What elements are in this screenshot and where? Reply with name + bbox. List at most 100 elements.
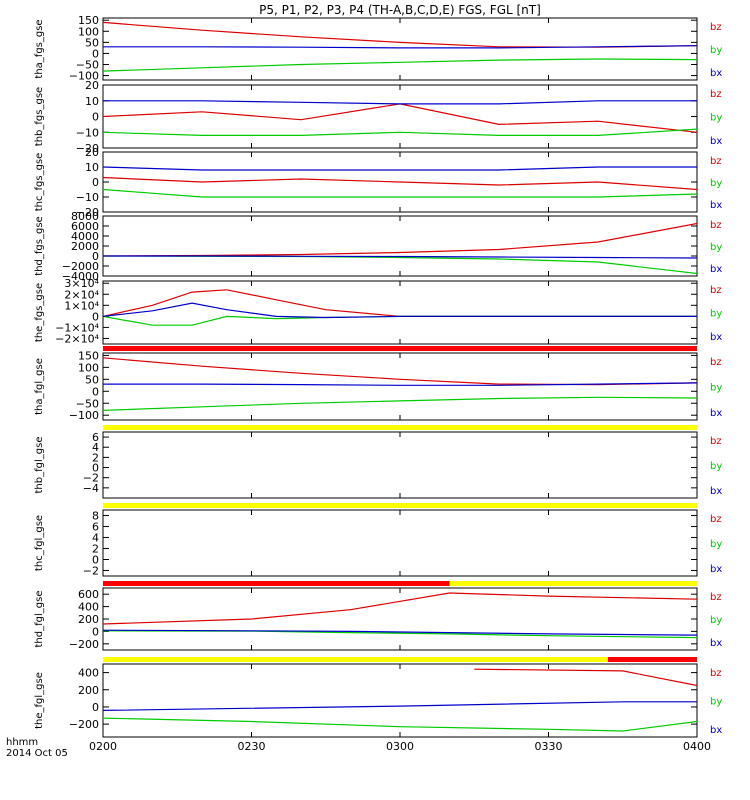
status-bar	[103, 346, 697, 351]
legend-by: by	[710, 242, 722, 253]
y-tick-label: 4	[92, 441, 99, 454]
y-axis-label: thc_fgl_gse	[34, 515, 45, 571]
y-tick-label: 2	[92, 543, 99, 556]
x-tick-label: 0200	[89, 740, 117, 753]
y-tick-label: 0	[92, 701, 99, 714]
chart-title: P5, P1, P2, P3, P4 (TH-A,B,C,D,E) FGS, F…	[259, 3, 541, 17]
y-tick-label: 600	[78, 588, 99, 601]
series-by	[102, 717, 698, 732]
y-tick-label: −4	[83, 482, 99, 495]
y-tick-label: 2×10⁴	[64, 288, 99, 301]
y-axis-label: thb_fgl_gse	[34, 437, 45, 494]
legend-bx: bx	[710, 332, 722, 343]
legend-bx: bx	[710, 200, 722, 211]
y-tick-label: −10	[76, 126, 99, 139]
legend-bz: bz	[710, 668, 722, 679]
x-tick-label: 0230	[238, 740, 266, 753]
series-bx	[102, 302, 697, 319]
y-tick-label: −2×10⁴	[55, 332, 99, 345]
series-by	[102, 396, 698, 411]
legend-bz: bz	[710, 592, 722, 603]
panel-2: 20 10 0 −10 −20 thb_fgs_gse bz by bx	[34, 79, 722, 155]
series-by	[102, 128, 698, 136]
y-tick-label: 0	[92, 462, 99, 475]
y-tick-label: −50	[76, 397, 99, 410]
y-tick-label: 10	[85, 161, 99, 174]
y-tick-label: 0	[92, 176, 99, 189]
series-bz	[102, 289, 697, 317]
y-tick-label: 0	[92, 554, 99, 567]
series-bx	[103, 255, 698, 259]
y-tick-label: 4	[92, 532, 99, 545]
y-tick-label: −50	[76, 59, 99, 72]
series-bz	[474, 668, 698, 687]
y-tick-label: 0	[92, 47, 99, 60]
legend-bx: bx	[710, 486, 722, 497]
panel-10: 400 200 0 −200 the_fgl_gse bz by bx	[34, 657, 722, 738]
legend-by: by	[710, 113, 722, 124]
y-tick-label: −2	[83, 472, 99, 485]
series-bx	[102, 166, 697, 171]
series-bx	[102, 629, 698, 636]
y-tick-label: 4000	[71, 230, 99, 243]
y-tick-label: 20	[85, 146, 99, 159]
y-tick-label: 6000	[71, 220, 99, 233]
series-bx	[103, 45, 698, 49]
y-tick-label: 8	[92, 510, 99, 523]
series-by	[102, 58, 698, 72]
legend-bz: bz	[710, 436, 722, 447]
series-by	[102, 188, 698, 198]
y-tick-label: 150	[78, 14, 99, 27]
y-tick-label: −200	[69, 638, 99, 651]
y-tick-label: 1×10⁴	[64, 299, 99, 312]
y-tick-label: −10	[76, 191, 99, 204]
date-label: 2014 Oct 05	[6, 748, 68, 759]
legend-by: by	[710, 383, 722, 394]
legend-bx: bx	[710, 638, 722, 649]
legend-by: by	[710, 461, 722, 472]
y-tick-label: 2000	[71, 240, 99, 253]
series-bx	[103, 382, 698, 386]
legend-bz: bz	[710, 514, 722, 525]
y-axis-label: tha_fgl_gse	[34, 358, 45, 415]
y-tick-label: −100	[69, 409, 99, 422]
y-tick-label: 2	[92, 451, 99, 464]
y-tick-label: −100	[69, 70, 99, 83]
y-axis-label: thc_fgs_gse	[34, 153, 45, 212]
legend-by: by	[710, 615, 722, 626]
y-tick-label: 0	[92, 250, 99, 263]
y-tick-label: −2000	[62, 260, 99, 273]
y-tick-label: −1×10⁴	[55, 321, 99, 334]
y-tick-label: 200	[78, 684, 99, 697]
legend-bz: bz	[710, 220, 722, 231]
y-tick-label: −2	[83, 565, 99, 578]
y-axis-label: the_fgl_gse	[34, 672, 45, 729]
y-tick-label: 10	[85, 95, 99, 108]
status-bar	[103, 503, 697, 508]
y-tick-label: 400	[78, 667, 99, 680]
x-axis-label: hhmm	[6, 737, 38, 748]
y-tick-label: 20	[85, 79, 99, 92]
y-tick-label: −20	[76, 142, 99, 155]
status-bar-segment	[449, 581, 697, 586]
y-tick-label: 0	[92, 310, 99, 323]
y-tick-label: 50	[85, 36, 99, 49]
y-tick-label: 100	[78, 25, 99, 38]
legend-bz: bz	[710, 89, 722, 100]
series-bx	[103, 100, 697, 105]
legend-by: by	[710, 309, 722, 320]
y-tick-label: −200	[69, 718, 99, 731]
status-bar-segment	[103, 581, 450, 586]
legend-bz: bz	[710, 22, 722, 33]
legend-bz: bz	[710, 357, 722, 368]
y-axis-label: thb_fgs_gse	[34, 87, 45, 146]
legend-bz: bz	[710, 285, 722, 296]
series-bz	[102, 176, 698, 191]
x-tick-label: 0400	[683, 740, 711, 753]
